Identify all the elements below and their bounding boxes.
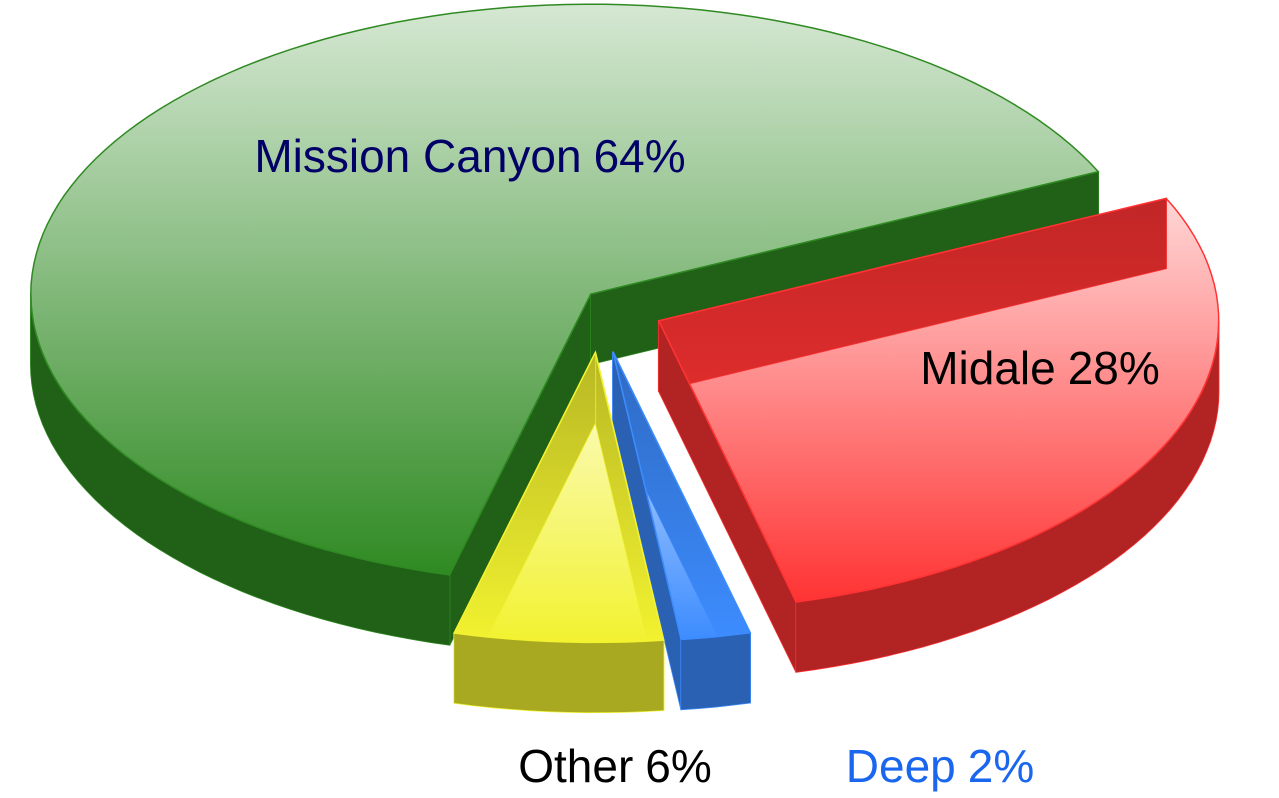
slice-side-shade: [612, 351, 682, 710]
slice-label-value: 6%: [645, 740, 711, 792]
slice: [612, 351, 752, 711]
slice-side-shade: [454, 633, 664, 713]
slice-label-name: Midale: [920, 342, 1056, 394]
slice-top: [30, 3, 1100, 576]
slice-label: Deep 2%: [846, 740, 1034, 792]
slice-label-name: Mission Canyon: [254, 130, 581, 182]
slice-side-shade: [449, 294, 591, 645]
slice-top: [612, 351, 752, 641]
slice-label-value: 64%: [594, 130, 686, 182]
slice: [30, 3, 1100, 646]
slice-label-name: Other: [518, 740, 633, 792]
slice-side-shade: [30, 294, 450, 645]
slice: [657, 197, 1220, 673]
slice-label-value: 28%: [1068, 342, 1160, 394]
slice-side-shade: [681, 632, 751, 710]
slice-label: Other 6%: [518, 740, 712, 792]
slice-top: [657, 197, 1220, 603]
slice: [453, 350, 665, 714]
slice-label: Mission Canyon 64%: [254, 130, 685, 182]
slice-top: [453, 350, 665, 644]
slice-side-shade: [658, 320, 797, 672]
slice-side-shade: [796, 320, 1219, 672]
slice-label-value: 2%: [968, 740, 1034, 792]
slice-label-name: Deep: [846, 740, 956, 792]
slice-label: Midale 28%: [920, 342, 1160, 394]
